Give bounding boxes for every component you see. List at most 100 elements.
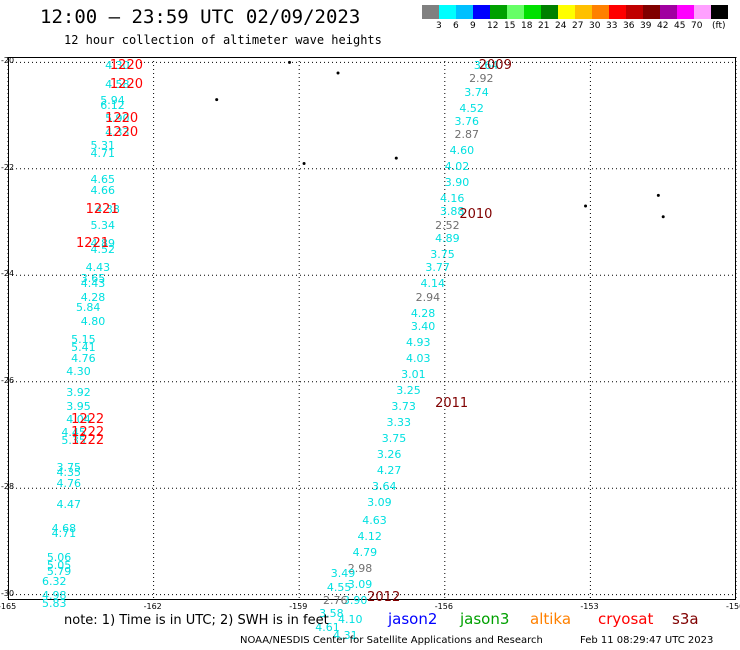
satellite-altika: altika xyxy=(530,610,572,628)
legend-swatch xyxy=(456,5,473,19)
wave-height-reading: 3.92 xyxy=(66,386,91,400)
wave-height-reading: 4.28 xyxy=(80,290,106,304)
wave-height-reading: 4.12 xyxy=(357,530,382,544)
legend-swatch xyxy=(439,5,456,19)
legend-tick-label: 36 xyxy=(623,21,635,31)
wave-height-reading: 4.30 xyxy=(105,58,130,72)
legend-swatch xyxy=(524,5,541,19)
wave-height-reading: 4.02 xyxy=(444,160,470,174)
wave-height-reading: 5.05 xyxy=(46,559,72,573)
legend-tick-label: 9 xyxy=(470,21,476,31)
legend-tick-label: 39 xyxy=(640,21,652,31)
wave-height-reading: 6.12 xyxy=(100,98,125,112)
latitude-label: -28 xyxy=(1,482,15,492)
wave-height-reading: 4.60 xyxy=(449,144,475,158)
wave-height-reading: 4.76 xyxy=(56,476,82,490)
wave-height-reading: 4.38 xyxy=(95,202,120,216)
pass-time-label: 1221 xyxy=(85,201,119,217)
wave-height-reading: 3.73 xyxy=(391,399,416,413)
satellite-jason2: jason2 xyxy=(388,610,438,628)
satellite-s3a: s3a xyxy=(672,610,699,628)
credit-line: NOAA/NESDIS Center for Satellite Applica… xyxy=(240,635,543,646)
pass-time-label: 2010 xyxy=(459,207,493,223)
wave-height-reading: 4.79 xyxy=(352,546,378,560)
legend-tick-label: 12 xyxy=(487,21,499,31)
longitude-label: -165 xyxy=(0,602,17,611)
wave-height-reading: 4.66 xyxy=(90,184,116,198)
wave-height-reading: 4.43 xyxy=(80,277,106,291)
wave-height-reading: 3.64 xyxy=(372,479,397,493)
legend-swatch xyxy=(660,5,677,19)
legend-swatch xyxy=(473,5,490,19)
latitude-label: -22 xyxy=(1,162,15,172)
wave-height-reading: 4.65 xyxy=(90,173,116,187)
wave-height-reading: 5.41 xyxy=(71,341,96,355)
legend-tick-label: 27 xyxy=(572,21,584,31)
wave-height-reading: 3.09 xyxy=(367,495,392,509)
legend-swatch xyxy=(677,5,694,19)
wave-height-reading: 4.45 xyxy=(61,426,86,440)
wave-height-reading: 5.79 xyxy=(46,564,72,578)
wave-height-reading: 5.84 xyxy=(75,301,101,315)
wave-height-reading: 4.61 xyxy=(315,620,340,634)
map-subtitle: 12 hour collection of altimeter wave hei… xyxy=(64,33,382,47)
satellite-cryosat: cryosat xyxy=(598,610,654,628)
latitude-label: -24 xyxy=(1,269,15,279)
wave-height-reading: 3.77 xyxy=(425,261,450,275)
wave-height-reading: 3.90 xyxy=(342,594,368,607)
wave-height-reading: 4.80 xyxy=(80,314,106,328)
wave-height-reading: 4.63 xyxy=(362,514,387,528)
longitude-label: -153 xyxy=(580,602,599,611)
island-mark xyxy=(656,193,660,197)
latitude-label: -20 xyxy=(1,56,15,66)
legend-swatch xyxy=(490,5,507,19)
longitude-label: -162 xyxy=(143,602,162,611)
latitude-label: -26 xyxy=(1,375,15,385)
legend-tick-label: 15 xyxy=(504,21,516,31)
wave-height-reading: 4.98 xyxy=(41,588,67,602)
wave-height-reading: 4.47 xyxy=(56,498,82,512)
legend-tick-label: 33 xyxy=(606,21,618,31)
legend-tick-label: 3 xyxy=(436,21,442,31)
longitude-label: -159 xyxy=(289,602,308,611)
legend-tick-label: 21 xyxy=(538,21,550,31)
legend-swatch xyxy=(575,5,592,19)
wave-height-reading: 3.25 xyxy=(396,383,421,397)
wave-height-reading: 5.83 xyxy=(41,596,67,610)
wave-height-reading: 4.10 xyxy=(338,612,363,626)
legend-tick-label: 70 xyxy=(691,21,703,31)
wave-height-reading: 5.31 xyxy=(90,138,116,152)
wave-height-reading: 3.40 xyxy=(410,319,436,333)
wave-height-reading: 4.89 xyxy=(435,232,460,245)
legend-tick-label: 42 xyxy=(657,21,669,31)
wave-height-reading: 4.52 xyxy=(459,101,484,115)
legend-swatch xyxy=(507,5,524,19)
pass-time-label: 1222 xyxy=(71,433,105,449)
wave-height-reading: 4.58 xyxy=(105,77,130,91)
longitude-label: -150 xyxy=(726,602,740,611)
wave-height-reading: 3.75 xyxy=(381,431,407,445)
wave-height-reading: 4.35 xyxy=(56,466,82,480)
island-mark xyxy=(215,98,219,102)
wave-height-reading: 4.03 xyxy=(405,351,431,365)
wave-height-reading: 3.75 xyxy=(430,247,455,261)
wave-height-reading: 5.35 xyxy=(61,434,86,448)
island-mark xyxy=(394,156,398,160)
wave-height-reading: 4.93 xyxy=(405,335,431,349)
island-mark xyxy=(584,204,588,208)
wave-height-reading: 3.26 xyxy=(376,447,402,461)
legend-tick-label: 6 xyxy=(453,21,459,31)
pass-time-label: 1222 xyxy=(71,425,105,441)
wave-height-reading: 5.90 xyxy=(105,112,130,126)
legend-swatch xyxy=(626,5,643,19)
wave-height-reading: 3.88 xyxy=(439,205,465,219)
pass-time-label: 1220 xyxy=(109,57,143,73)
wave-height-reading: 3.33 xyxy=(386,415,412,429)
legend-swatch xyxy=(541,5,558,19)
wave-height-reading: 3.58 xyxy=(319,607,344,621)
wave-height-reading: 4.14 xyxy=(420,277,446,291)
legend-swatch xyxy=(558,5,575,19)
pass-time-label: 1222 xyxy=(71,412,105,427)
legend-tick-label: 30 xyxy=(589,21,601,31)
